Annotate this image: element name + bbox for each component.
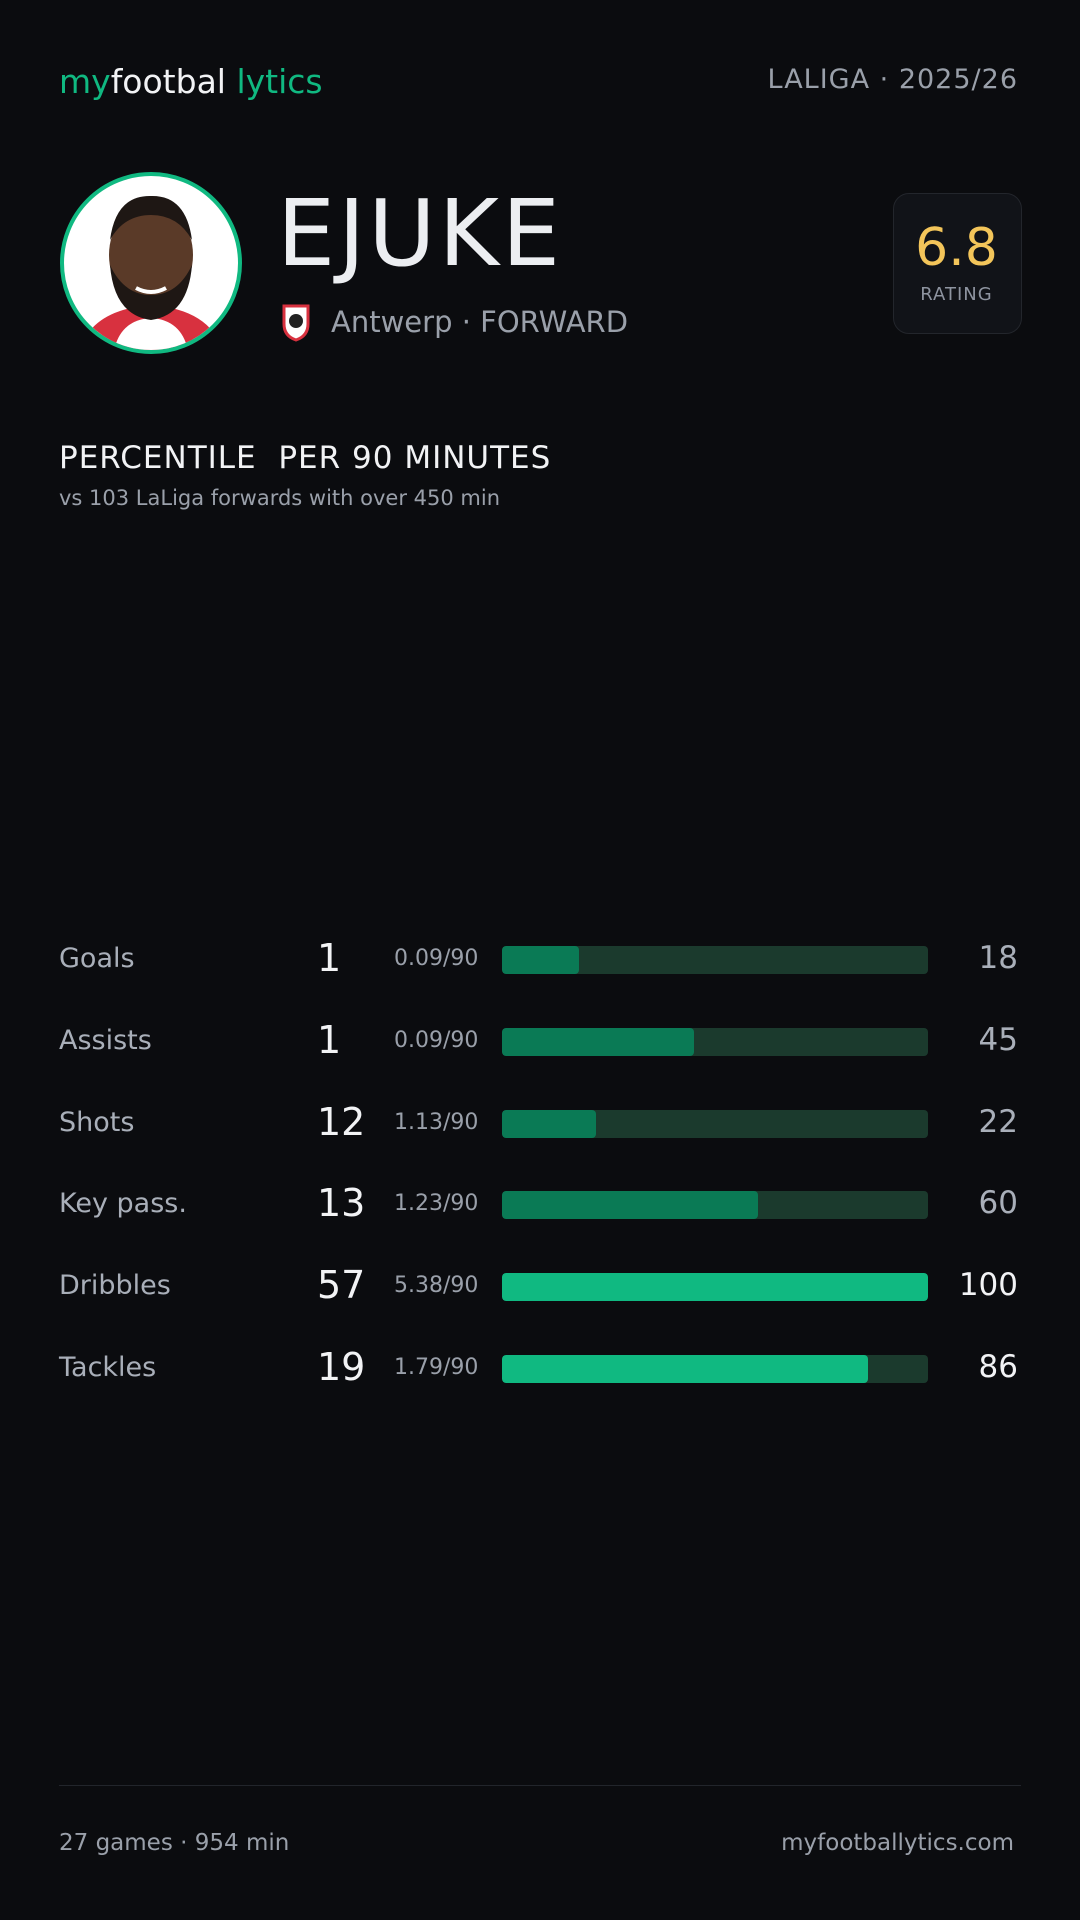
player-meta: Antwerp · FORWARD (331, 305, 629, 339)
section-title: PERCENTILE PER 90 MINUTES (59, 440, 552, 476)
stat-label: Tackles (59, 1352, 157, 1383)
logo: myfootbal lytics (59, 62, 323, 101)
divider (59, 1785, 1021, 1786)
player-photo (60, 172, 242, 354)
bar-track (502, 1027, 928, 1056)
rating-label: RATING (920, 284, 993, 305)
stat-percentile: 22 (978, 1103, 1018, 1140)
stat-label: Key pass. (59, 1188, 187, 1220)
bar (502, 946, 579, 974)
bar (502, 1273, 928, 1302)
stat-percentile: 45 (978, 1021, 1018, 1058)
player-name: EJUKE (277, 180, 564, 287)
bar (502, 1355, 869, 1383)
league: LALIGA · 2025/26 (767, 64, 1018, 95)
rating-value: 6.8 (915, 218, 998, 278)
stat-per90: 0.09/90 (394, 1027, 479, 1053)
stat-label: Assists (59, 1024, 152, 1056)
section-subtitle: vs 103 LaLiga forwards with over 450 min (59, 486, 500, 510)
logo-part: my (59, 62, 111, 101)
stat-total: 1 (317, 936, 342, 980)
bar-track (502, 946, 928, 974)
logo-part: footbal (110, 62, 226, 101)
bar-track (502, 1191, 928, 1220)
stat-per90: 1.79/90 (394, 1355, 479, 1380)
stat-total: 57 (317, 1263, 366, 1308)
stat-label: Shots (59, 1106, 135, 1138)
stat-per90: 0.09/90 (394, 946, 479, 971)
rating-box (893, 193, 1022, 334)
bar-track (502, 1355, 928, 1383)
bar-track (502, 1109, 928, 1138)
bar-track (502, 1273, 928, 1302)
stat-percentile: 86 (978, 1349, 1018, 1385)
footer-site: myfootballytics.com (781, 1830, 1014, 1856)
stat-total: 13 (317, 1181, 366, 1226)
bar (502, 1191, 758, 1220)
stat-percentile: 100 (958, 1267, 1018, 1304)
stat-total: 1 (317, 1017, 342, 1062)
stat-total: 12 (317, 1099, 366, 1144)
stat-percentile: 60 (978, 1185, 1018, 1222)
stat-label: Dribbles (59, 1270, 171, 1302)
stat-per90: 1.23/90 (394, 1191, 479, 1217)
logo-part: lytics (236, 62, 323, 101)
club-badge (282, 304, 310, 342)
stat-label: Goals (59, 943, 135, 974)
stat-per90: 5.38/90 (394, 1273, 479, 1299)
stat-percentile: 18 (978, 940, 1018, 976)
bar (502, 1027, 694, 1056)
stat-total: 19 (317, 1345, 366, 1389)
stat-per90: 1.13/90 (394, 1109, 479, 1135)
footer-stats: 27 games · 954 min (59, 1830, 290, 1856)
bar (502, 1109, 596, 1138)
